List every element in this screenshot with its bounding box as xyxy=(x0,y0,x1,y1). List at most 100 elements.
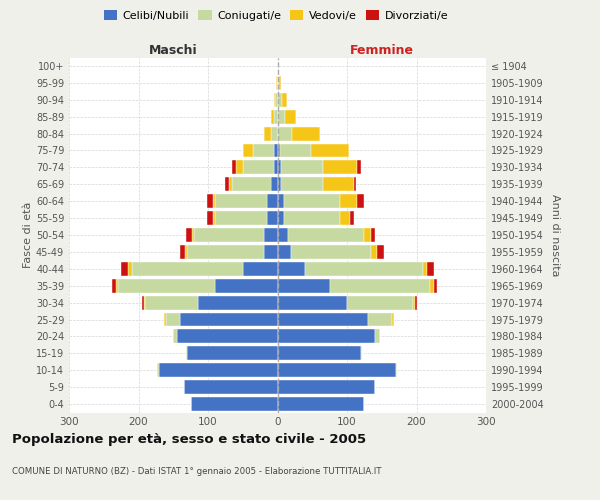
Bar xyxy=(284,194,340,208)
Bar xyxy=(277,211,284,225)
Bar xyxy=(164,312,166,326)
Bar xyxy=(277,59,278,73)
Bar xyxy=(358,160,361,174)
Bar xyxy=(263,245,277,259)
Bar xyxy=(179,245,185,259)
Bar xyxy=(281,178,323,191)
Bar xyxy=(281,93,287,106)
Bar xyxy=(213,194,215,208)
Bar xyxy=(229,178,232,191)
Bar xyxy=(144,296,145,310)
Bar xyxy=(323,178,354,191)
Bar xyxy=(415,296,417,310)
Bar xyxy=(226,178,229,191)
Bar xyxy=(430,279,434,292)
Bar xyxy=(166,312,180,326)
Bar xyxy=(232,178,271,191)
Bar xyxy=(213,211,215,225)
Bar xyxy=(271,110,274,124)
Bar xyxy=(277,380,375,394)
Bar xyxy=(277,330,375,344)
Bar xyxy=(185,245,187,259)
Bar xyxy=(277,296,347,310)
Bar xyxy=(277,228,288,242)
Bar xyxy=(277,194,284,208)
Text: Maschi: Maschi xyxy=(149,44,197,58)
Bar xyxy=(277,110,278,124)
Bar xyxy=(358,194,364,208)
Bar xyxy=(118,279,215,292)
Bar xyxy=(311,144,349,158)
Bar xyxy=(340,194,358,208)
Bar xyxy=(187,228,192,242)
Bar xyxy=(377,245,384,259)
Bar xyxy=(271,126,277,140)
Bar xyxy=(186,346,187,360)
Bar xyxy=(371,245,377,259)
Bar xyxy=(263,228,277,242)
Bar xyxy=(276,76,277,90)
Bar xyxy=(128,262,131,276)
Bar xyxy=(215,194,267,208)
Bar xyxy=(274,160,277,174)
Bar xyxy=(208,194,213,208)
Bar xyxy=(277,364,395,377)
Bar xyxy=(284,211,340,225)
Bar xyxy=(157,364,160,377)
Bar xyxy=(292,126,320,140)
Bar xyxy=(329,279,430,292)
Bar xyxy=(434,279,437,292)
Bar xyxy=(277,245,292,259)
Bar xyxy=(145,296,197,310)
Bar xyxy=(427,262,434,276)
Bar xyxy=(192,228,194,242)
Bar xyxy=(112,279,116,292)
Bar xyxy=(187,346,277,360)
Bar xyxy=(263,126,271,140)
Bar xyxy=(277,346,361,360)
Bar xyxy=(243,160,274,174)
Bar xyxy=(375,330,380,344)
Bar xyxy=(347,296,413,310)
Bar xyxy=(280,144,311,158)
Bar xyxy=(131,262,243,276)
Text: Popolazione per età, sesso e stato civile - 2005: Popolazione per età, sesso e stato civil… xyxy=(12,432,366,446)
Bar xyxy=(395,364,397,377)
Bar xyxy=(232,160,236,174)
Bar xyxy=(368,312,392,326)
Bar xyxy=(350,211,354,225)
Bar xyxy=(208,211,213,225)
Bar xyxy=(274,110,277,124)
Bar xyxy=(277,93,278,106)
Bar xyxy=(281,160,323,174)
Y-axis label: Fasce di età: Fasce di età xyxy=(23,202,33,268)
Bar xyxy=(277,160,281,174)
Bar xyxy=(243,144,253,158)
Bar xyxy=(191,397,277,411)
Bar xyxy=(215,279,277,292)
Bar xyxy=(243,262,277,276)
Bar xyxy=(116,279,118,292)
Bar xyxy=(121,262,128,276)
Bar xyxy=(277,144,280,158)
Bar xyxy=(236,160,243,174)
Bar xyxy=(361,346,362,360)
Bar xyxy=(267,194,277,208)
Bar xyxy=(277,397,364,411)
Bar xyxy=(253,144,274,158)
Text: Femmine: Femmine xyxy=(350,44,414,58)
Bar xyxy=(371,228,375,242)
Bar xyxy=(277,126,278,140)
Bar xyxy=(277,76,279,90)
Bar xyxy=(187,245,263,259)
Bar xyxy=(142,296,144,310)
Bar xyxy=(392,312,394,326)
Legend: Celibi/Nubili, Coniugati/e, Vedovi/e, Divorziati/e: Celibi/Nubili, Coniugati/e, Vedovi/e, Di… xyxy=(100,6,452,25)
Bar xyxy=(184,380,277,394)
Bar xyxy=(271,178,277,191)
Bar xyxy=(288,228,364,242)
Bar xyxy=(278,126,292,140)
Bar xyxy=(413,296,415,310)
Bar xyxy=(274,93,275,106)
Bar xyxy=(364,228,371,242)
